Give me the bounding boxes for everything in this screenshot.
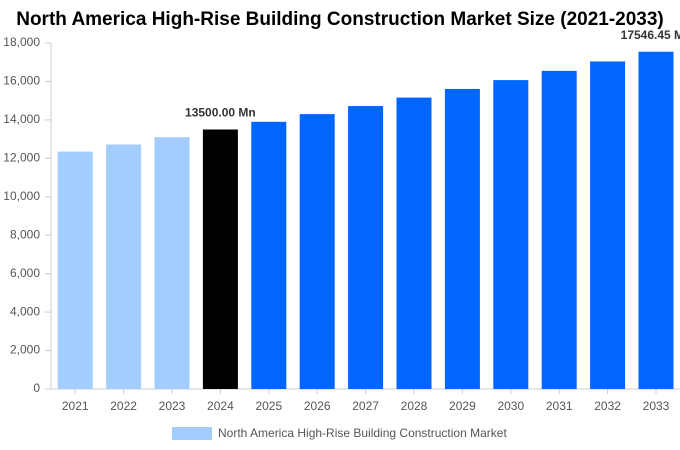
bar: [590, 61, 626, 389]
bar: [638, 51, 674, 390]
x-tick-label: 2026: [304, 399, 331, 413]
x-tick-label: 2030: [497, 399, 524, 413]
y-tick-label: 18,000: [3, 35, 40, 49]
value-label: 17546.45 Mn: [621, 28, 680, 42]
legend-swatch: [172, 427, 212, 440]
chart-title: North America High-Rise Building Constru…: [16, 9, 664, 30]
x-tick-label: 2027: [352, 399, 379, 413]
y-tick-label: 0: [33, 381, 40, 395]
bar: [493, 80, 529, 390]
y-tick-label: 8,000: [10, 227, 40, 241]
bar: [299, 114, 335, 389]
x-tick-label: 2028: [401, 399, 428, 413]
y-tick-label: 2,000: [10, 343, 40, 357]
x-tick-label: 2021: [62, 399, 89, 413]
x-tick-label: 2029: [449, 399, 476, 413]
value-label: 13500.00 Mn: [185, 106, 256, 120]
bar: [444, 88, 480, 390]
bar: [57, 151, 93, 389]
x-tick-label: 2022: [110, 399, 137, 413]
bar: [251, 121, 287, 390]
y-tick-label: 4,000: [10, 304, 40, 318]
x-tick-label: 2032: [594, 399, 621, 413]
x-tick-label: 2024: [207, 399, 234, 413]
x-tick-label: 2033: [643, 399, 670, 413]
y-tick-label: 14,000: [3, 112, 40, 126]
bar: [106, 144, 142, 389]
y-tick-label: 10,000: [3, 189, 40, 203]
bar: [154, 137, 190, 389]
y-tick-label: 16,000: [3, 74, 40, 88]
bar: [396, 97, 432, 389]
x-tick-label: 2025: [255, 399, 282, 413]
legend-label: North America High-Rise Building Constru…: [218, 426, 507, 440]
bar: [348, 106, 384, 389]
y-tick-label: 12,000: [3, 151, 40, 165]
x-tick-label: 2031: [546, 399, 573, 413]
y-tick-label: 6,000: [10, 266, 40, 280]
x-tick-label: 2023: [159, 399, 186, 413]
bar: [202, 129, 238, 389]
bar: [541, 70, 577, 389]
